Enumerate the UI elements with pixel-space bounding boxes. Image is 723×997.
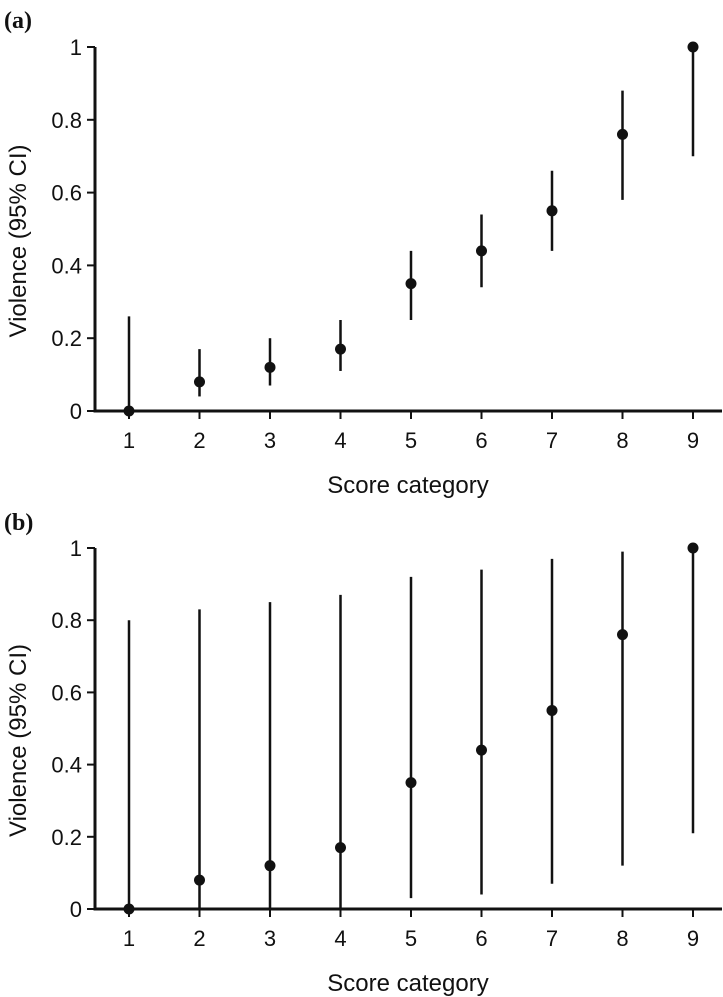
y-tick-label: 0 bbox=[70, 399, 82, 424]
data-point bbox=[617, 629, 628, 641]
x-tick-label: 1 bbox=[123, 926, 135, 951]
x-tick-label: 4 bbox=[334, 428, 346, 453]
panel-a-y-ticks: 0 0.2 0.4 0.6 0.8 1 bbox=[51, 35, 95, 424]
data-point bbox=[123, 405, 135, 417]
data-point bbox=[194, 874, 205, 886]
panel-b-x-ticks: 1 2 3 4 5 6 7 8 9 bbox=[123, 909, 699, 951]
x-tick-label: 2 bbox=[193, 428, 205, 453]
x-tick-label: 6 bbox=[475, 428, 487, 453]
x-tick-label: 5 bbox=[405, 926, 417, 951]
panel-b-marks bbox=[123, 542, 699, 915]
panel-a-x-ticks: 1 2 3 4 5 6 7 8 9 bbox=[123, 411, 699, 453]
y-tick-label: 0 bbox=[70, 897, 82, 922]
data-point bbox=[405, 278, 417, 290]
y-tick-label: 1 bbox=[70, 35, 82, 60]
x-tick-label: 2 bbox=[193, 926, 205, 951]
panel-b-y-ticks: 0 0.2 0.4 0.6 0.8 1 bbox=[51, 536, 95, 922]
data-point bbox=[264, 361, 276, 373]
panel-a: (a) 0 0.2 0.4 0.6 0.8 1 1 2 3 4 5 6 7 8 9 Score categ… bbox=[4, 8, 722, 499]
data-point bbox=[194, 376, 205, 388]
data-point bbox=[476, 744, 487, 756]
data-point bbox=[264, 860, 276, 872]
x-tick-label: 4 bbox=[334, 926, 346, 951]
x-tick-label: 3 bbox=[264, 926, 276, 951]
x-tick-label: 9 bbox=[687, 428, 699, 453]
panel-a-x-axis-title: Score category bbox=[327, 472, 488, 499]
y-tick-label: 0.8 bbox=[51, 608, 82, 633]
x-tick-label: 8 bbox=[616, 926, 628, 951]
data-point bbox=[335, 842, 346, 854]
x-tick-label: 5 bbox=[405, 428, 417, 453]
data-point bbox=[405, 777, 417, 789]
panel-b-y-axis-title: Violence (95% CI) bbox=[5, 644, 32, 837]
data-point bbox=[123, 903, 135, 915]
panel-b-label: (b) bbox=[4, 510, 33, 536]
y-tick-label: 0.2 bbox=[51, 825, 82, 850]
panel-a-marks bbox=[123, 41, 699, 417]
data-point bbox=[476, 245, 487, 257]
x-tick-label: 3 bbox=[264, 428, 276, 453]
y-tick-label: 0.4 bbox=[51, 253, 82, 278]
x-tick-label: 8 bbox=[616, 428, 628, 453]
x-tick-label: 7 bbox=[546, 926, 558, 951]
panel-b-x-axis-title: Score category bbox=[327, 970, 488, 997]
panel-b: (b) 0 0.2 0.4 0.6 0.8 1 1 2 3 4 5 6 7 8 9 Score categ… bbox=[4, 510, 722, 997]
data-point bbox=[687, 41, 699, 53]
data-point bbox=[687, 542, 699, 554]
x-tick-label: 9 bbox=[687, 926, 699, 951]
y-tick-label: 0.6 bbox=[51, 181, 82, 206]
x-tick-label: 7 bbox=[546, 428, 558, 453]
panel-a-y-axis-title: Violence (95% CI) bbox=[5, 145, 32, 338]
y-tick-label: 0.6 bbox=[51, 680, 82, 705]
x-tick-label: 1 bbox=[123, 428, 135, 453]
y-tick-label: 0.8 bbox=[51, 108, 82, 133]
data-point bbox=[617, 128, 628, 140]
y-tick-label: 0.4 bbox=[51, 753, 82, 778]
data-point bbox=[546, 205, 558, 217]
y-tick-label: 0.2 bbox=[51, 326, 82, 351]
panel-a-label: (a) bbox=[4, 8, 32, 34]
y-tick-label: 1 bbox=[70, 536, 82, 561]
data-point bbox=[335, 343, 346, 355]
x-tick-label: 6 bbox=[475, 926, 487, 951]
data-point bbox=[546, 704, 558, 716]
